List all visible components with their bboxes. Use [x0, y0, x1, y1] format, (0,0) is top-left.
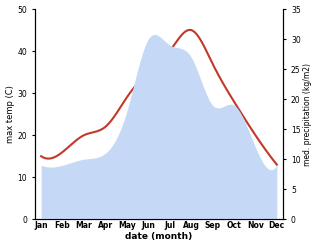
Y-axis label: med. precipitation (kg/m2): med. precipitation (kg/m2) [303, 63, 313, 166]
X-axis label: date (month): date (month) [125, 232, 193, 242]
Y-axis label: max temp (C): max temp (C) [5, 85, 15, 143]
